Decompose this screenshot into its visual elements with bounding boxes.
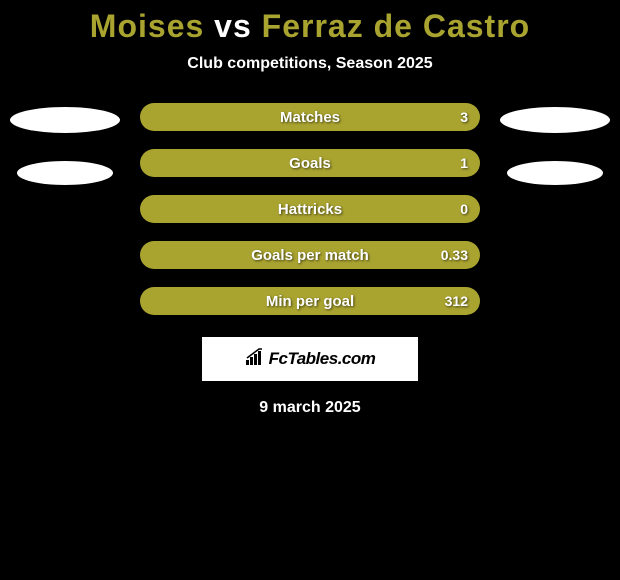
stat-value: 3 (460, 109, 468, 125)
player2-name: Ferraz de Castro (262, 8, 531, 44)
stat-value: 312 (445, 293, 468, 309)
stat-label: Matches (280, 109, 340, 126)
stat-value: 1 (460, 155, 468, 171)
stat-bar-matches: Matches 3 (140, 103, 480, 131)
player-left-column (10, 103, 120, 185)
date-text: 9 march 2025 (0, 399, 620, 417)
stat-label: Goals (289, 155, 331, 172)
stat-bars: Matches 3 Goals 1 Hattricks 0 Goals per … (140, 103, 480, 315)
stat-bar-min-per-goal: Min per goal 312 (140, 287, 480, 315)
stat-label: Goals per match (251, 247, 369, 264)
player-right-marker (500, 107, 610, 133)
chart-icon (245, 348, 265, 371)
stat-bar-goals-per-match: Goals per match 0.33 (140, 241, 480, 269)
player1-name: Moises (90, 8, 204, 44)
stat-value: 0.33 (441, 247, 468, 263)
stat-label: Hattricks (278, 201, 342, 218)
stat-bar-goals: Goals 1 (140, 149, 480, 177)
comparison-title: Moises vs Ferraz de Castro (0, 8, 620, 45)
stat-label: Min per goal (266, 293, 354, 310)
player-left-marker (10, 107, 120, 133)
stat-bar-hattricks: Hattricks 0 (140, 195, 480, 223)
player-right-column (500, 103, 610, 185)
vs-text: vs (214, 8, 252, 44)
subtitle: Club competitions, Season 2025 (0, 55, 620, 73)
player-left-marker (17, 161, 113, 185)
logo-text: FcTables.com (269, 349, 376, 369)
stats-area: Matches 3 Goals 1 Hattricks 0 Goals per … (0, 103, 620, 315)
logo-box: FcTables.com (202, 337, 418, 381)
player-right-marker (507, 161, 603, 185)
stat-value: 0 (460, 201, 468, 217)
